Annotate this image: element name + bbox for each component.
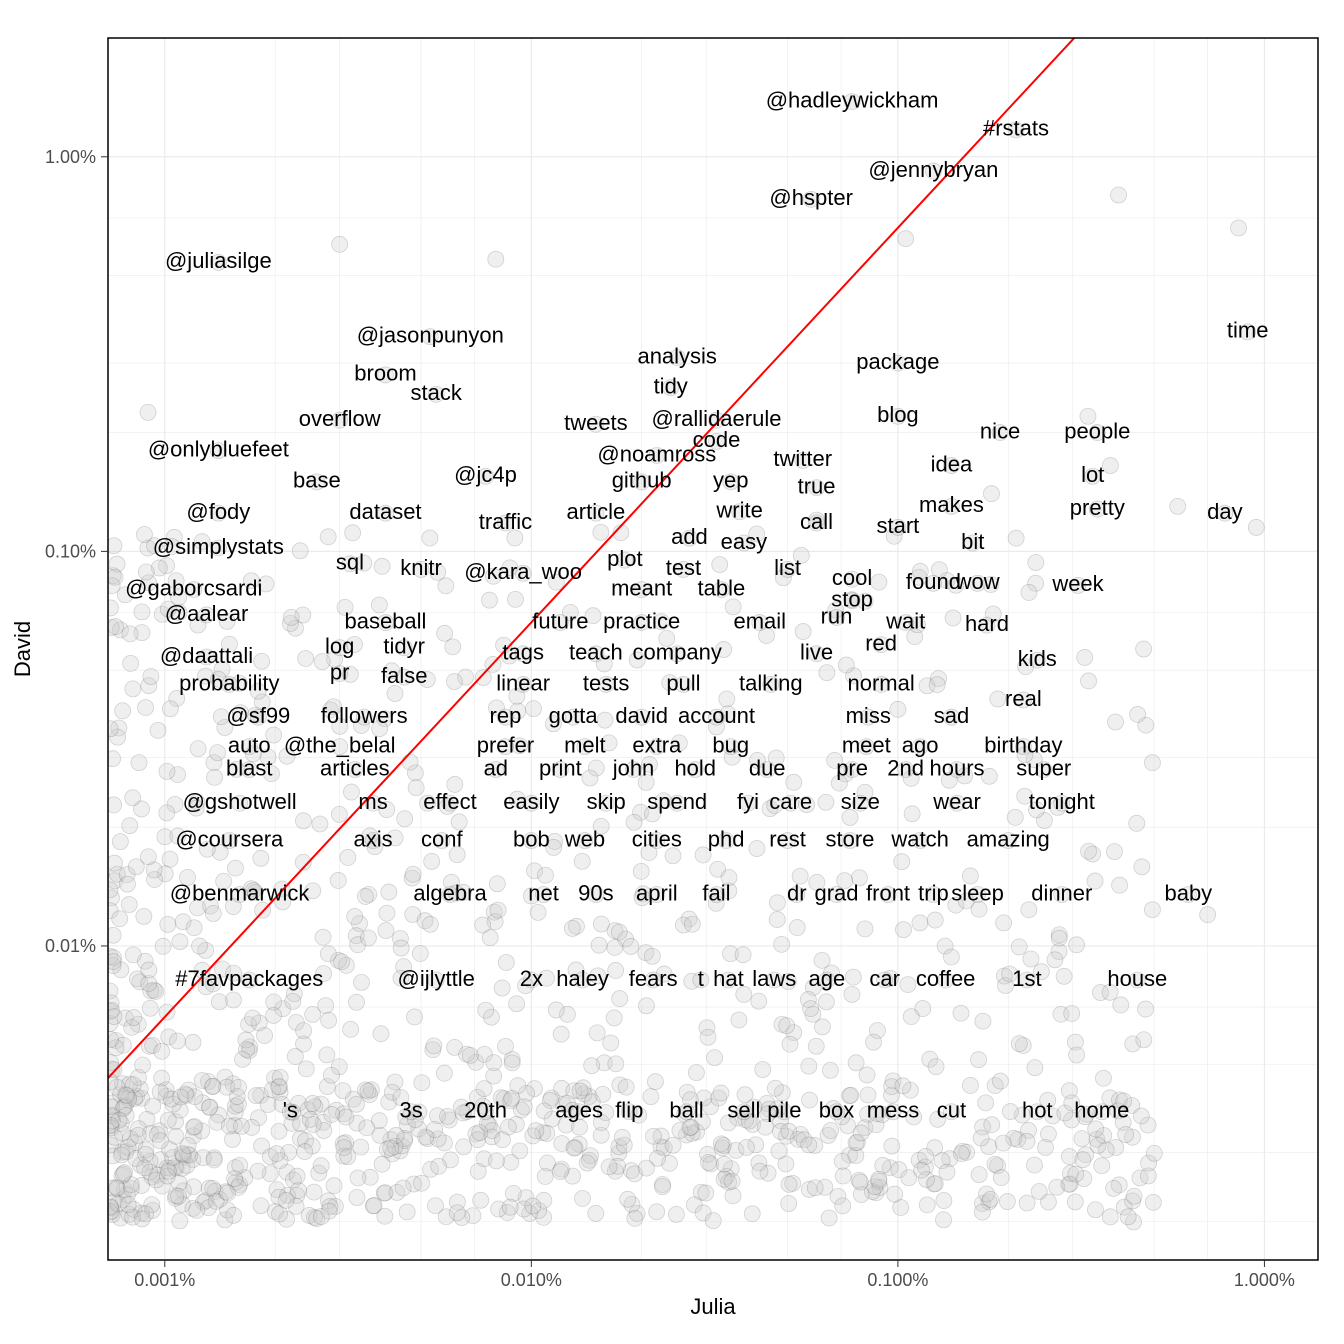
x-tick-label: 0.010% <box>501 1270 562 1290</box>
x-tick-label: 0.001% <box>134 1270 195 1290</box>
x-axis-label: Julia <box>690 1294 736 1319</box>
scatter-chart: @hadleywickham#rstats@jennybryan@hspter@… <box>0 0 1344 1344</box>
chart-svg: @hadleywickham#rstats@jennybryan@hspter@… <box>0 0 1344 1344</box>
y-tick-label: 0.10% <box>45 541 96 561</box>
x-tick-label: 1.000% <box>1234 1270 1295 1290</box>
y-axis-label: David <box>10 621 35 677</box>
x-tick-label: 0.100% <box>867 1270 928 1290</box>
y-tick-label: 1.00% <box>45 147 96 167</box>
y-tick-label: 0.01% <box>45 936 96 956</box>
